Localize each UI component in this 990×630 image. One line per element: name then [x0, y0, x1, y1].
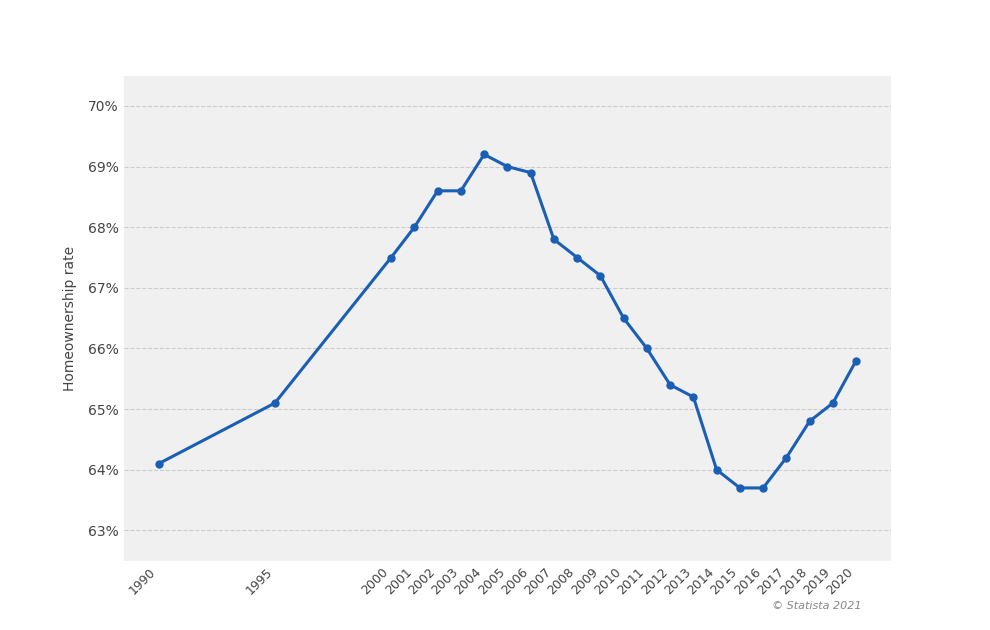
Text: © Statista 2021: © Statista 2021: [772, 601, 861, 611]
Y-axis label: Homeownership rate: Homeownership rate: [63, 246, 77, 391]
